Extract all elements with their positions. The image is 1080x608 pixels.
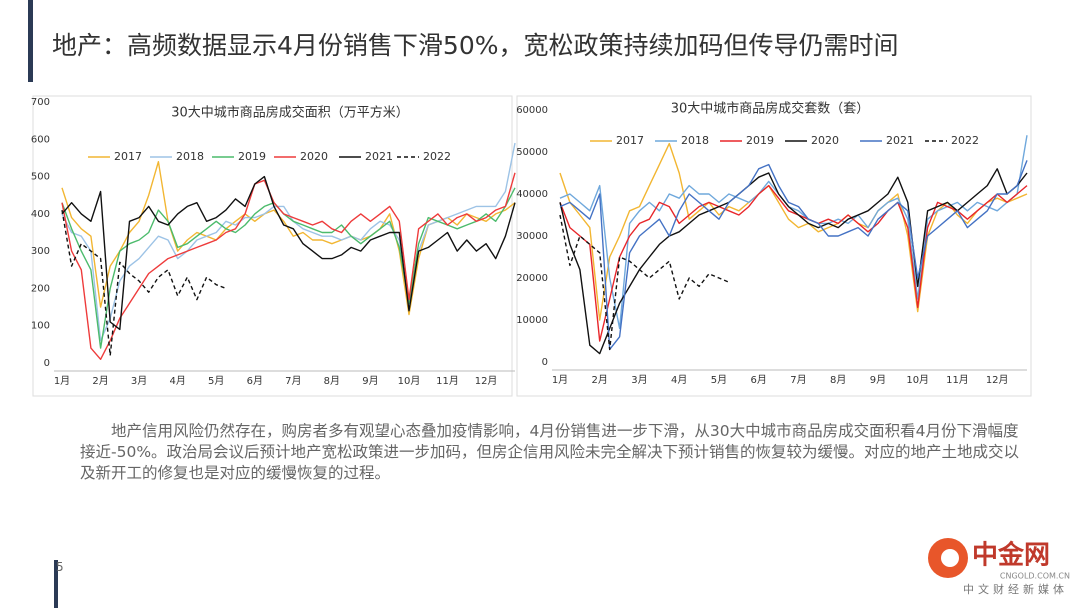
legend-label: 2020 (300, 150, 328, 163)
y-tick-label: 20000 (516, 273, 548, 284)
y-tick-label: 60000 (516, 105, 548, 116)
series-line (61, 209, 227, 357)
y-tick-label: 500 (31, 172, 50, 183)
slide-title: 地产：高频数据显示4月份销售下滑50%，宽松政策持续加码但传导仍需时间 (52, 31, 899, 60)
body-text: 地产信用风险仍然存在，购房者多有观望心态叠加疫情影响，4月份销售进一步下滑，从3… (80, 422, 1020, 482)
x-tick-label: 7月 (790, 374, 806, 386)
x-tick-label: 6月 (751, 374, 767, 386)
y-tick-label: 300 (31, 246, 50, 257)
logo-name: 中金网 (972, 540, 1050, 571)
chart-frame (32, 95, 513, 397)
y-tick-label: 10000 (516, 315, 548, 326)
legend-label: 2021 (886, 134, 914, 147)
x-tick-label: 5月 (711, 374, 727, 386)
y-tick-label: 40000 (516, 189, 548, 200)
x-tick-label: 9月 (870, 374, 886, 386)
x-tick-label: 7月 (285, 375, 301, 387)
x-tick-label: 10月 (398, 375, 421, 387)
chart-title: 30大中城市商品房成交面积（万平方米） (171, 105, 409, 121)
y-tick-label: 30000 (516, 231, 548, 242)
x-tick-label: 4月 (671, 374, 687, 386)
y-tick-label: 200 (31, 283, 50, 294)
legend-label: 2020 (811, 134, 839, 147)
x-tick-label: 9月 (362, 375, 378, 387)
series-line (61, 187, 516, 349)
x-tick-label: 6月 (247, 375, 263, 387)
x-tick-label: 2月 (592, 374, 608, 386)
series-line (61, 172, 516, 360)
accent-bar (28, 0, 33, 82)
footer-bar (54, 560, 58, 608)
y-tick-label: 700 (31, 97, 50, 108)
legend-label: 2019 (238, 150, 266, 163)
series-line (559, 142, 1028, 321)
logo-mark (941, 549, 959, 567)
page-number: 5 (56, 560, 64, 574)
x-tick-label: 3月 (631, 374, 647, 386)
x-tick-label: 1月 (54, 375, 70, 387)
x-tick-label: 1月 (552, 374, 568, 386)
series-line (559, 168, 1028, 355)
legend-label: 2022 (423, 150, 451, 163)
x-tick-label: 2月 (92, 375, 108, 387)
chart-frame (516, 95, 1032, 397)
y-tick-label: 0 (542, 357, 548, 368)
series-line (61, 161, 516, 316)
y-tick-label: 100 (31, 321, 50, 332)
logo-domain: CNGOLD.COM.CN (1000, 572, 1070, 581)
x-tick-label: 12月 (475, 375, 498, 387)
legend-label: 2017 (114, 150, 142, 163)
series-line (61, 142, 516, 342)
y-tick-label: 400 (31, 209, 50, 220)
x-tick-label: 12月 (986, 374, 1009, 386)
x-tick-label: 5月 (208, 375, 224, 387)
y-tick-label: 50000 (516, 147, 548, 158)
x-tick-label: 8月 (324, 375, 340, 387)
legend-label: 2021 (365, 150, 393, 163)
series-line (61, 175, 516, 331)
legend-label: 2018 (176, 150, 204, 163)
legend-label: 2018 (681, 134, 709, 147)
logo: 中金网 CNGOLD.COM.CN 中文财经新媒体 (928, 538, 1070, 596)
series-line (559, 160, 1028, 351)
y-tick-label: 600 (31, 134, 50, 145)
y-tick-label: 0 (44, 358, 50, 369)
legend-label: 2019 (746, 134, 774, 147)
x-tick-label: 11月 (436, 375, 459, 387)
legend-label: 2022 (951, 134, 979, 147)
legend-label: 2017 (616, 134, 644, 147)
series-line (559, 135, 1028, 330)
x-tick-label: 4月 (169, 375, 185, 387)
x-tick-label: 3月 (131, 375, 147, 387)
x-tick-label: 8月 (830, 374, 846, 386)
series-line (559, 184, 1028, 342)
x-tick-label: 11月 (946, 374, 969, 386)
logo-slogan: 中文财经新媒体 (963, 582, 1068, 596)
series-line (559, 214, 730, 351)
x-tick-label: 10月 (906, 374, 929, 386)
chart-title: 30大中城市商品房成交套数（套） (671, 101, 870, 117)
